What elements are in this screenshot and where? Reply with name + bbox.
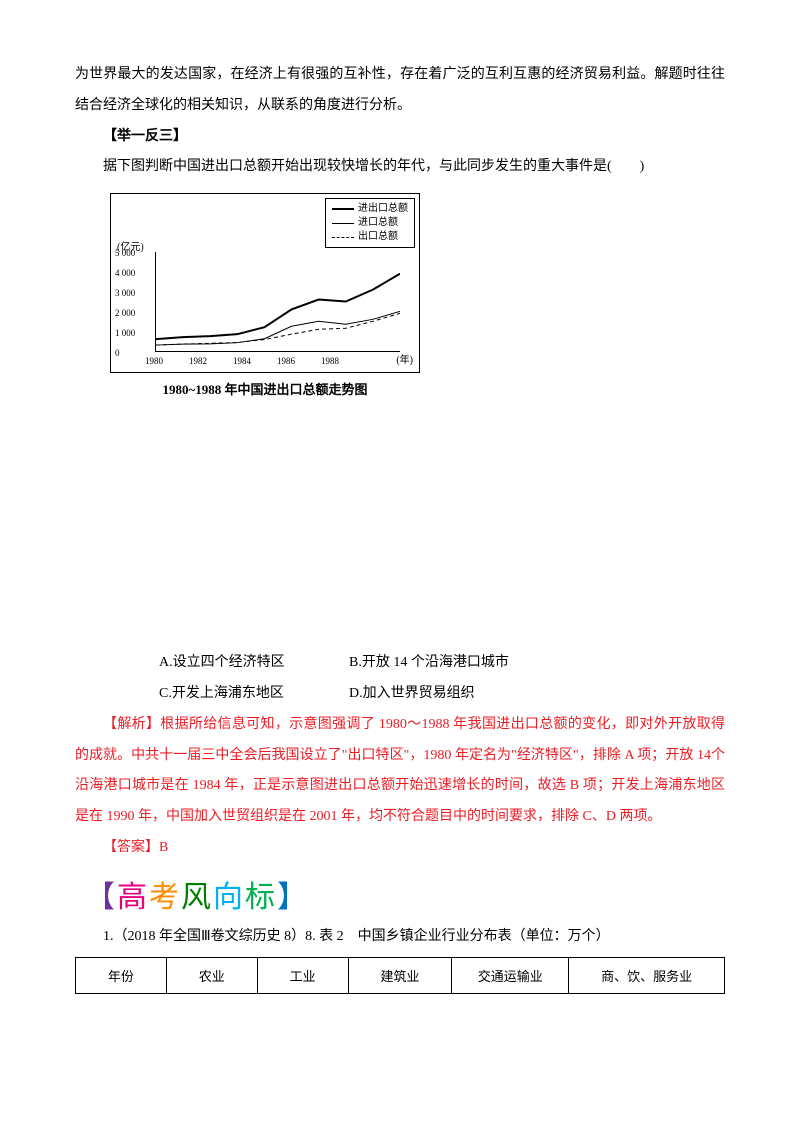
blank-spacer [75, 408, 725, 648]
distribution-table: 年份 农业 工业 建筑业 交通运输业 商、饮、服务业 [75, 957, 725, 994]
answer-block: 【答案】B [75, 833, 725, 864]
option-b: B.开放 14 个沿海港口城市 [349, 648, 599, 679]
option-a: A.设立四个经济特区 [159, 648, 349, 679]
col-year: 年份 [76, 957, 167, 993]
intro-paragraph: 为世界最大的发达国家，在经济上有很强的互补性，存在着广泛的互利互惠的经济贸易利益… [75, 60, 725, 122]
xtick-1982: 1982 [189, 356, 207, 366]
option-c: C.开发上海浦东地区 [159, 679, 349, 710]
ytick-4000: 4 000 [115, 269, 135, 289]
xtick-1980: 1980 [145, 356, 163, 366]
bracket-right: 】 [277, 881, 309, 914]
ytick-3000: 3 000 [115, 289, 135, 309]
legend-line-import [332, 223, 354, 224]
rainbow-char-3: 风 [181, 881, 213, 914]
legend-item-total: 进出口总额 [332, 202, 408, 216]
rainbow-char-4: 向 [213, 881, 245, 914]
answer-label: 【答案】 [103, 840, 159, 855]
table-header-row: 年份 农业 工业 建筑业 交通运输业 商、饮、服务业 [76, 957, 725, 993]
y-axis-ticks: 5 000 4 000 3 000 2 000 1 000 0 [115, 249, 135, 369]
xtick-1988: 1988 [321, 356, 339, 366]
col-transport: 交通运输业 [452, 957, 569, 993]
ytick-5000: 5 000 [115, 249, 135, 269]
x-axis-unit: (年) [396, 351, 413, 366]
ytick-0: 0 [115, 349, 135, 369]
analysis-label: 【解析】 [103, 717, 160, 732]
x-axis-ticks: 1980 1982 1984 1986 1988 [145, 356, 339, 366]
legend-label-total: 进出口总额 [358, 202, 408, 216]
chart-legend: 进出口总额 进口总额 出口总额 [325, 198, 415, 248]
chart-svg [156, 252, 400, 351]
col-industry: 工业 [257, 957, 348, 993]
ytick-1000: 1 000 [115, 329, 135, 349]
col-service: 商、饮、服务业 [569, 957, 725, 993]
legend-item-import: 进口总额 [332, 216, 408, 230]
chart-frame: 进出口总额 进口总额 出口总额 (亿元) 5 000 4 000 3 000 2… [110, 193, 420, 373]
gaokao-heading: 【高考风向标】 [85, 872, 725, 916]
axis-area [155, 252, 400, 352]
legend-label-import: 进口总额 [358, 216, 398, 230]
legend-label-export: 出口总额 [358, 230, 398, 244]
option-d: D.加入世界贸易组织 [349, 679, 599, 710]
chart-caption: 1980~1988 年中国进出口总额走势图 [110, 379, 420, 398]
rainbow-char-1: 高 [117, 881, 149, 914]
exam-question-1: 1.（2018 年全国Ⅲ卷文综历史 8）8. 表 2 中国乡镇企业行业分布表（单… [75, 922, 725, 953]
legend-line-total [332, 208, 354, 210]
analysis-block: 【解析】根据所给信息可知，示意图强调了 1980～1988 年我国进出口总额的变… [75, 710, 725, 833]
rainbow-char-5: 标 [245, 881, 277, 914]
legend-line-export [332, 237, 354, 238]
col-construction: 建筑业 [348, 957, 452, 993]
xtick-1986: 1986 [277, 356, 295, 366]
analysis-text: 根据所给信息可知，示意图强调了 1980～1988 年我国进出口总额的变化，即对… [75, 717, 725, 824]
legend-item-export: 出口总额 [332, 230, 408, 244]
ytick-2000: 2 000 [115, 309, 135, 329]
question-stem: 据下图判断中国进出口总额开始出现较快增长的年代，与此同步发生的重大事件是( ) [75, 152, 725, 183]
xtick-1984: 1984 [233, 356, 251, 366]
rainbow-char-2: 考 [149, 881, 181, 914]
section-heading-juyi: 【举一反三】 [75, 122, 725, 153]
bracket-left: 【 [85, 881, 117, 914]
answer-value: B [159, 840, 168, 855]
trade-chart-block: 进出口总额 进口总额 出口总额 (亿元) 5 000 4 000 3 000 2… [110, 193, 420, 398]
answer-options: A.设立四个经济特区 B.开放 14 个沿海港口城市 C.开发上海浦东地区 D.… [75, 648, 725, 710]
col-agri: 农业 [166, 957, 257, 993]
